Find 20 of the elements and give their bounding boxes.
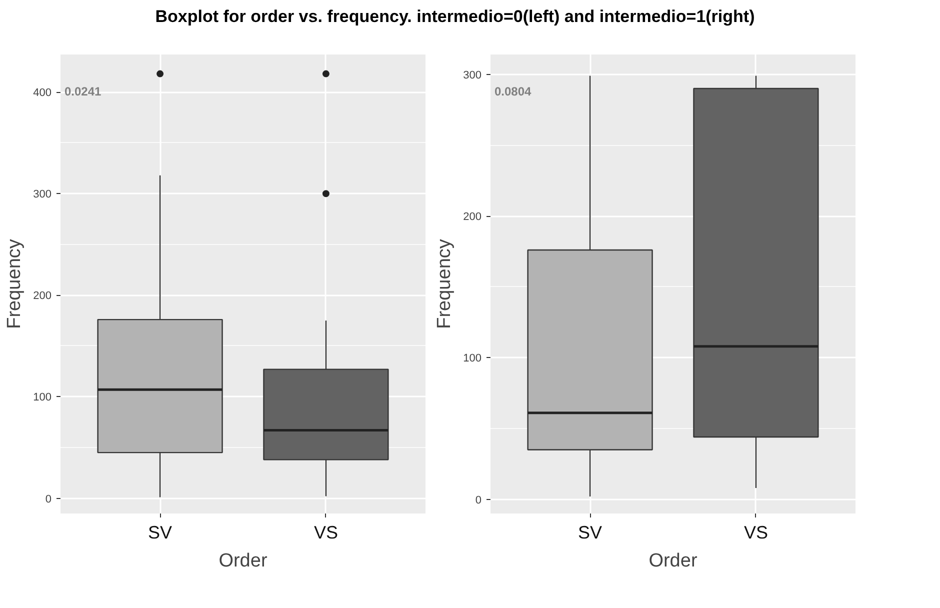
y-tick-label: 400 — [33, 87, 52, 100]
y-tick-label: 0 — [45, 494, 52, 506]
y-axis-title: Frequency — [434, 238, 456, 330]
annotation: 0.0804 — [494, 84, 532, 99]
y-tick-label: 300 — [33, 188, 52, 201]
y-tick-label: 300 — [463, 70, 482, 82]
x-axis-title: Order — [648, 550, 698, 572]
x-axis-title: Order — [218, 550, 268, 572]
y-tick-label: 100 — [463, 352, 482, 365]
y-tick-label: 100 — [33, 392, 52, 404]
x-tick-label: VS — [314, 522, 338, 543]
x-tick-label: SV — [148, 522, 172, 543]
x-tick-label: SV — [578, 522, 602, 543]
y-tick-label: 0 — [475, 494, 482, 507]
y-tick-label: 200 — [33, 290, 52, 302]
y-tick-label: 200 — [463, 211, 482, 224]
chart-title: Boxplot for order vs. frequency. intermedio=0(left) and intermedio=1(right) — [155, 6, 755, 28]
annotation: 0.0241 — [64, 84, 102, 99]
y-axis-title: Frequency — [4, 238, 26, 330]
x-tick-label: VS — [744, 522, 768, 543]
